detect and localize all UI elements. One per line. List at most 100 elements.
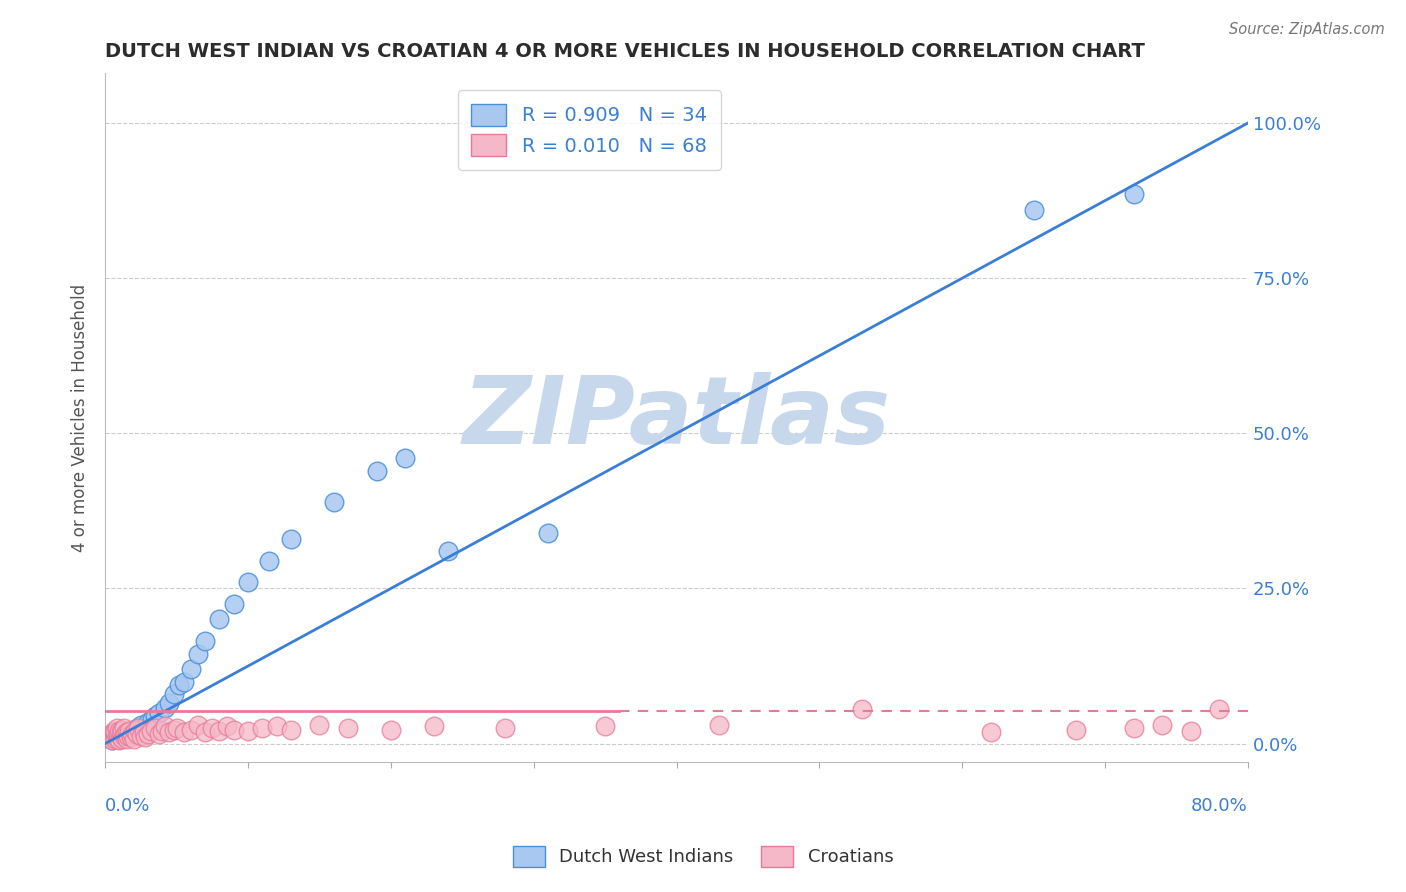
Point [593, 719, 616, 733]
Point [110, 731, 132, 745]
Point [1180, 724, 1202, 739]
Point [173, 674, 195, 689]
Point [394, 451, 416, 466]
Point [120, 724, 142, 739]
Point [124, 724, 146, 739]
Point [222, 723, 245, 737]
Point [851, 702, 873, 716]
Point [104, 731, 127, 746]
Point [159, 725, 181, 739]
Point [115, 725, 138, 739]
Point [143, 721, 166, 735]
Point [101, 733, 124, 747]
Point [111, 725, 134, 739]
Point [1152, 718, 1174, 732]
Point [201, 721, 224, 735]
Point [366, 464, 388, 478]
Point [308, 718, 330, 732]
Point [150, 724, 173, 739]
Point [1122, 721, 1144, 735]
Point [105, 731, 128, 745]
Point [180, 723, 202, 737]
Point [1066, 723, 1088, 737]
Point [111, 731, 134, 746]
Point [280, 723, 302, 737]
Point [117, 729, 139, 743]
Point [280, 532, 302, 546]
Point [100, 727, 122, 741]
Point [252, 721, 274, 735]
Point [118, 724, 141, 739]
Point [129, 718, 152, 732]
Point [105, 731, 128, 746]
Point [122, 731, 145, 746]
Point [114, 727, 136, 741]
Point [709, 718, 731, 732]
Text: 0.0%: 0.0% [105, 797, 150, 814]
Point [422, 719, 444, 733]
Point [115, 727, 138, 741]
Point [111, 723, 134, 737]
Point [98, 731, 121, 745]
Point [163, 687, 186, 701]
Text: Source: ZipAtlas.com: Source: ZipAtlas.com [1229, 22, 1385, 37]
Point [148, 706, 170, 720]
Point [194, 725, 217, 739]
Point [103, 724, 125, 739]
Point [108, 724, 131, 739]
Point [1208, 702, 1230, 716]
Text: DUTCH WEST INDIAN VS CROATIAN 4 OR MORE VEHICLES IN HOUSEHOLD CORRELATION CHART: DUTCH WEST INDIAN VS CROATIAN 4 OR MORE … [105, 42, 1144, 61]
Point [180, 662, 202, 676]
Point [125, 721, 148, 735]
Point [127, 721, 149, 735]
Point [222, 597, 245, 611]
Point [980, 725, 1002, 739]
Point [143, 708, 166, 723]
Point [380, 723, 402, 737]
Point [166, 721, 188, 735]
Point [121, 727, 143, 741]
Point [266, 719, 288, 733]
Point [120, 731, 142, 745]
Y-axis label: 4 or more Vehicles in Household: 4 or more Vehicles in Household [72, 284, 89, 552]
Point [236, 724, 259, 739]
Point [115, 731, 138, 746]
Point [141, 712, 163, 726]
Point [169, 678, 191, 692]
Point [132, 725, 155, 739]
Point [136, 727, 159, 741]
Point [139, 724, 162, 739]
Point [125, 727, 148, 741]
Point [322, 494, 344, 508]
Point [103, 729, 125, 743]
Point [236, 575, 259, 590]
Legend: R = 0.909   N = 34, R = 0.010   N = 68: R = 0.909 N = 34, R = 0.010 N = 68 [458, 90, 720, 170]
Point [1022, 202, 1045, 217]
Point [107, 731, 129, 746]
Point [153, 719, 176, 733]
Text: ZIPatlas: ZIPatlas [463, 372, 890, 464]
Point [134, 719, 156, 733]
Point [110, 725, 132, 739]
Point [136, 714, 159, 729]
Point [129, 729, 152, 743]
Point [437, 544, 460, 558]
Point [1122, 187, 1144, 202]
Point [122, 725, 145, 739]
Point [108, 733, 131, 747]
Point [259, 553, 281, 567]
Point [187, 647, 209, 661]
Point [153, 700, 176, 714]
Point [112, 721, 135, 735]
Point [112, 729, 135, 743]
Point [134, 731, 156, 745]
Text: 80.0%: 80.0% [1191, 797, 1249, 814]
Point [215, 719, 238, 733]
Point [148, 727, 170, 741]
Point [101, 733, 124, 747]
Point [537, 525, 560, 540]
Point [104, 725, 127, 739]
Legend: Dutch West Indians, Croatians: Dutch West Indians, Croatians [505, 838, 901, 874]
Point [187, 718, 209, 732]
Point [494, 721, 516, 735]
